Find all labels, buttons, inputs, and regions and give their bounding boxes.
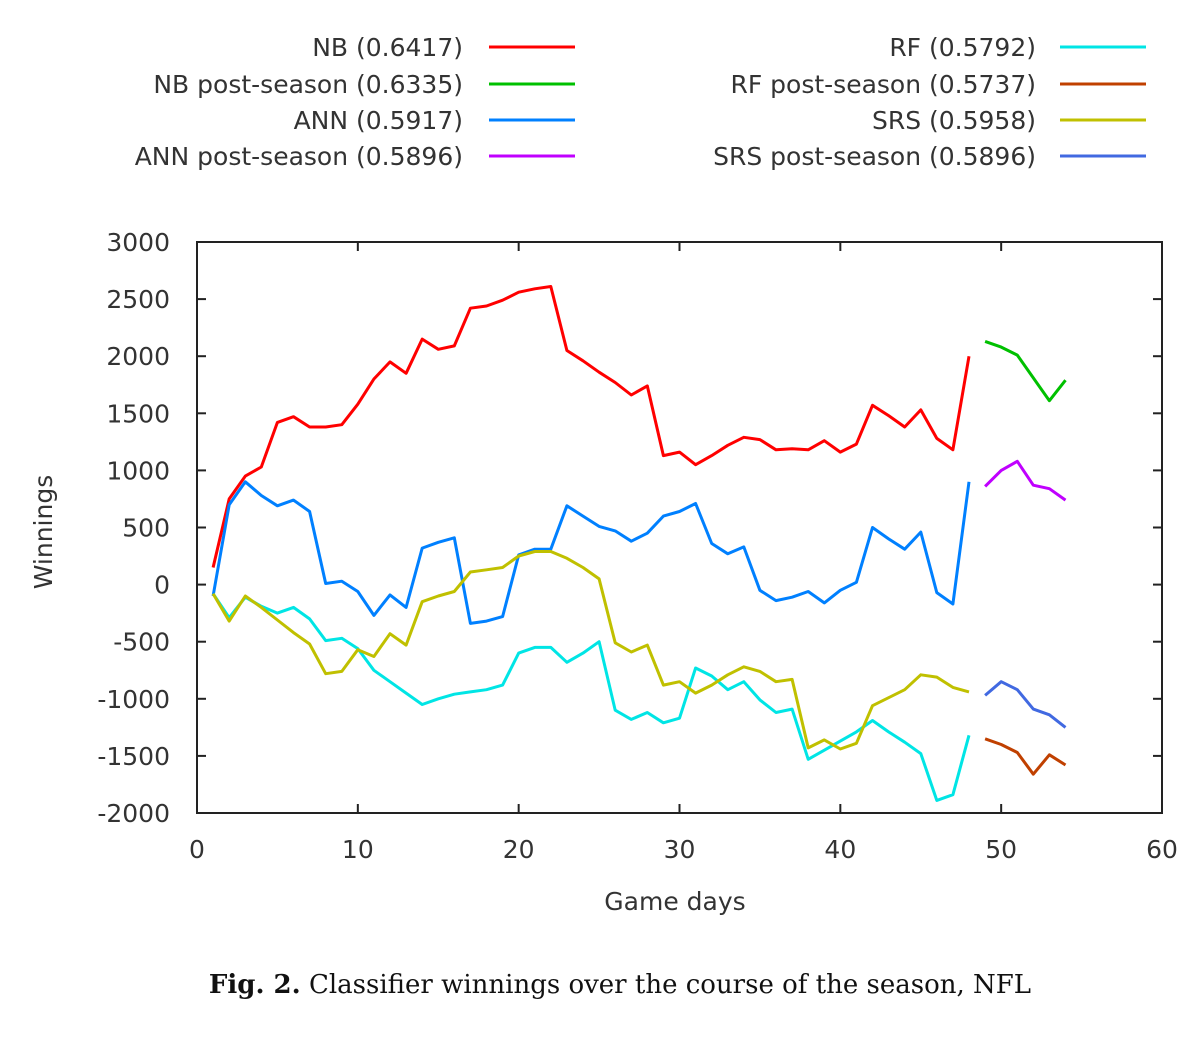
y-tick-label: 2500: [106, 285, 170, 314]
y-tick-label: -2000: [97, 799, 170, 828]
series-line: [984, 339, 1067, 403]
x-tick-label: 10: [342, 835, 374, 864]
x-axis-label: Game days: [604, 887, 745, 916]
plot-frame: [196, 241, 1163, 814]
x-tick-label: 50: [985, 835, 1017, 864]
legend-label: NB post-season (0.6335): [153, 70, 463, 99]
figure-caption: Fig. 2. Classifier winnings over the cou…: [0, 970, 1200, 1000]
caption-label: Fig. 2.: [208, 970, 301, 1000]
y-tick-label: 2000: [106, 342, 170, 371]
series-line: [211, 550, 970, 751]
series-line: [984, 680, 1067, 729]
y-axis-label: Winnings: [29, 475, 58, 590]
legend-label: RF (0.5792): [889, 33, 1036, 62]
x-tick-label: 0: [189, 835, 205, 864]
series-line: [984, 459, 1067, 502]
caption-text: Classifier winnings over the course of t…: [300, 970, 1032, 1000]
y-tick-label: 3000: [106, 228, 170, 257]
y-tick-label: -1500: [97, 742, 170, 771]
legend-label: NB (0.6417): [312, 33, 463, 62]
series-line: [984, 737, 1067, 776]
legend-label: RF post-season (0.5737): [730, 70, 1036, 99]
legend-label: ANN (0.5917): [294, 106, 463, 135]
y-tick-label: -1000: [97, 685, 170, 714]
series-line: [211, 592, 971, 802]
y-tick-label: 500: [122, 514, 170, 543]
legend-label: ANN post-season (0.5896): [135, 142, 463, 171]
series-line: [211, 480, 971, 625]
legend-label: SRS post-season (0.5896): [713, 142, 1036, 171]
series-line: [211, 285, 971, 568]
legend-label: SRS (0.5958): [872, 106, 1036, 135]
x-tick-label: 60: [1146, 835, 1178, 864]
y-tick-label: 1500: [106, 399, 170, 428]
y-tick-label: 0: [154, 571, 170, 600]
x-tick-label: 30: [664, 835, 696, 864]
y-tick-label: -500: [113, 628, 170, 657]
x-tick-label: 40: [824, 835, 856, 864]
y-tick-label: 1000: [106, 456, 170, 485]
x-tick-label: 20: [503, 835, 535, 864]
